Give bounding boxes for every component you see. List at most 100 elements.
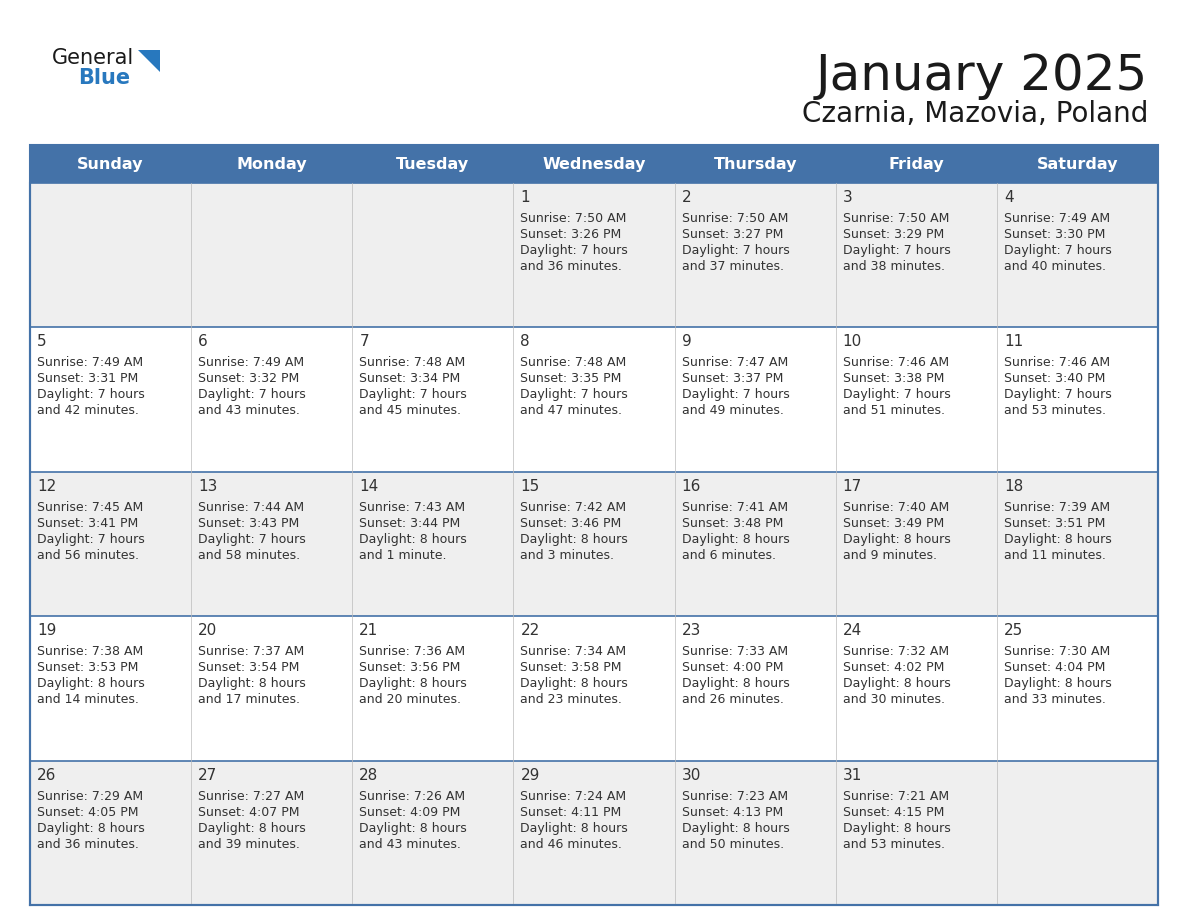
Text: 7: 7 xyxy=(359,334,369,350)
Text: Sunset: 3:34 PM: Sunset: 3:34 PM xyxy=(359,373,461,386)
Text: and 36 minutes.: and 36 minutes. xyxy=(37,837,139,851)
Text: and 39 minutes.: and 39 minutes. xyxy=(198,837,301,851)
Text: and 45 minutes.: and 45 minutes. xyxy=(359,405,461,418)
Bar xyxy=(191,472,353,616)
Text: Daylight: 8 hours: Daylight: 8 hours xyxy=(37,822,145,834)
Text: Sunset: 4:02 PM: Sunset: 4:02 PM xyxy=(842,661,944,674)
Bar xyxy=(191,761,353,905)
Text: Sunset: 3:54 PM: Sunset: 3:54 PM xyxy=(198,661,299,674)
Bar xyxy=(835,145,997,183)
Text: Daylight: 8 hours: Daylight: 8 hours xyxy=(842,677,950,690)
Text: Daylight: 8 hours: Daylight: 8 hours xyxy=(1004,532,1112,546)
Text: and 43 minutes.: and 43 minutes. xyxy=(198,405,301,418)
Text: Daylight: 7 hours: Daylight: 7 hours xyxy=(198,532,305,546)
Text: and 50 minutes.: and 50 minutes. xyxy=(682,837,784,851)
Text: Daylight: 8 hours: Daylight: 8 hours xyxy=(1004,677,1112,690)
Text: and 46 minutes.: and 46 minutes. xyxy=(520,837,623,851)
Text: Blue: Blue xyxy=(78,68,131,88)
Text: 9: 9 xyxy=(682,334,691,350)
Text: and 26 minutes.: and 26 minutes. xyxy=(682,693,783,706)
Bar xyxy=(835,183,997,328)
Text: Daylight: 7 hours: Daylight: 7 hours xyxy=(682,244,789,257)
Text: 29: 29 xyxy=(520,767,539,783)
Text: Sunrise: 7:32 AM: Sunrise: 7:32 AM xyxy=(842,645,949,658)
Text: Sunset: 3:29 PM: Sunset: 3:29 PM xyxy=(842,228,944,241)
Text: 3: 3 xyxy=(842,190,853,205)
Bar xyxy=(353,472,513,616)
Text: 6: 6 xyxy=(198,334,208,350)
Text: and 6 minutes.: and 6 minutes. xyxy=(682,549,776,562)
Text: Daylight: 7 hours: Daylight: 7 hours xyxy=(520,388,628,401)
Text: Sunset: 3:51 PM: Sunset: 3:51 PM xyxy=(1004,517,1105,530)
Text: 8: 8 xyxy=(520,334,530,350)
Text: Sunset: 3:41 PM: Sunset: 3:41 PM xyxy=(37,517,138,530)
Text: and 53 minutes.: and 53 minutes. xyxy=(842,837,944,851)
Bar xyxy=(30,145,1158,905)
Text: Sunset: 4:11 PM: Sunset: 4:11 PM xyxy=(520,806,621,819)
Text: Wednesday: Wednesday xyxy=(542,156,646,172)
Text: Daylight: 8 hours: Daylight: 8 hours xyxy=(520,532,628,546)
Bar xyxy=(835,616,997,761)
Text: Sunrise: 7:49 AM: Sunrise: 7:49 AM xyxy=(1004,212,1110,225)
Bar xyxy=(835,328,997,472)
Text: and 20 minutes.: and 20 minutes. xyxy=(359,693,461,706)
Text: Sunrise: 7:24 AM: Sunrise: 7:24 AM xyxy=(520,789,626,802)
Text: Sunset: 4:15 PM: Sunset: 4:15 PM xyxy=(842,806,944,819)
Text: Daylight: 8 hours: Daylight: 8 hours xyxy=(359,532,467,546)
Text: Sunset: 3:27 PM: Sunset: 3:27 PM xyxy=(682,228,783,241)
Text: Sunset: 3:49 PM: Sunset: 3:49 PM xyxy=(842,517,944,530)
Text: Sunrise: 7:36 AM: Sunrise: 7:36 AM xyxy=(359,645,466,658)
Text: Daylight: 8 hours: Daylight: 8 hours xyxy=(520,677,628,690)
Text: Daylight: 7 hours: Daylight: 7 hours xyxy=(842,244,950,257)
Text: 15: 15 xyxy=(520,479,539,494)
Text: Sunrise: 7:21 AM: Sunrise: 7:21 AM xyxy=(842,789,949,802)
Text: Sunrise: 7:41 AM: Sunrise: 7:41 AM xyxy=(682,501,788,514)
Bar xyxy=(675,761,835,905)
Bar xyxy=(30,183,191,328)
Text: and 37 minutes.: and 37 minutes. xyxy=(682,260,784,273)
Text: January 2025: January 2025 xyxy=(816,52,1148,100)
Bar xyxy=(353,145,513,183)
Bar xyxy=(30,145,191,183)
Text: Thursday: Thursday xyxy=(713,156,797,172)
Text: Friday: Friday xyxy=(889,156,944,172)
Text: and 36 minutes.: and 36 minutes. xyxy=(520,260,623,273)
Text: Sunset: 3:46 PM: Sunset: 3:46 PM xyxy=(520,517,621,530)
Text: 17: 17 xyxy=(842,479,862,494)
Text: Sunset: 3:32 PM: Sunset: 3:32 PM xyxy=(198,373,299,386)
Bar xyxy=(191,328,353,472)
Text: 28: 28 xyxy=(359,767,379,783)
Bar xyxy=(30,328,191,472)
Text: Czarnia, Mazovia, Poland: Czarnia, Mazovia, Poland xyxy=(802,100,1148,128)
Text: 13: 13 xyxy=(198,479,217,494)
Text: 16: 16 xyxy=(682,479,701,494)
Text: Sunrise: 7:43 AM: Sunrise: 7:43 AM xyxy=(359,501,466,514)
Text: 10: 10 xyxy=(842,334,862,350)
Text: Sunrise: 7:50 AM: Sunrise: 7:50 AM xyxy=(520,212,627,225)
Bar xyxy=(675,145,835,183)
Bar xyxy=(353,616,513,761)
Bar xyxy=(675,328,835,472)
Bar xyxy=(835,472,997,616)
Text: and 51 minutes.: and 51 minutes. xyxy=(842,405,944,418)
Bar xyxy=(353,328,513,472)
Text: Monday: Monday xyxy=(236,156,307,172)
Text: Sunrise: 7:23 AM: Sunrise: 7:23 AM xyxy=(682,789,788,802)
Text: and 9 minutes.: and 9 minutes. xyxy=(842,549,936,562)
Text: Sunrise: 7:37 AM: Sunrise: 7:37 AM xyxy=(198,645,304,658)
Text: Sunrise: 7:42 AM: Sunrise: 7:42 AM xyxy=(520,501,626,514)
Text: 30: 30 xyxy=(682,767,701,783)
Text: Sunday: Sunday xyxy=(77,156,144,172)
Text: and 53 minutes.: and 53 minutes. xyxy=(1004,405,1106,418)
Text: and 42 minutes.: and 42 minutes. xyxy=(37,405,139,418)
Text: and 47 minutes.: and 47 minutes. xyxy=(520,405,623,418)
Text: and 1 minute.: and 1 minute. xyxy=(359,549,447,562)
Polygon shape xyxy=(138,50,160,72)
Text: Sunset: 3:56 PM: Sunset: 3:56 PM xyxy=(359,661,461,674)
Text: Sunrise: 7:27 AM: Sunrise: 7:27 AM xyxy=(198,789,304,802)
Bar xyxy=(675,616,835,761)
Text: Daylight: 7 hours: Daylight: 7 hours xyxy=(520,244,628,257)
Text: Sunset: 3:37 PM: Sunset: 3:37 PM xyxy=(682,373,783,386)
Text: Daylight: 8 hours: Daylight: 8 hours xyxy=(682,677,789,690)
Text: Sunset: 3:31 PM: Sunset: 3:31 PM xyxy=(37,373,138,386)
